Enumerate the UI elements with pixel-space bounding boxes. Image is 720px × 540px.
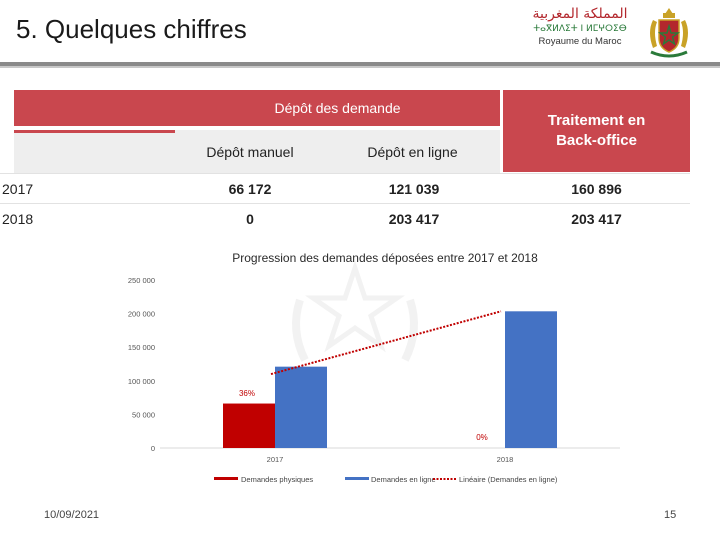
legend-swatch-online [345,477,369,480]
y-tick-label: 50 000 [132,410,155,419]
table-corner-top [14,90,175,126]
col-header-online: Dépôt en ligne [325,130,500,173]
brand-french: Royaume du Maroc [538,36,622,47]
legend-label-trend: Linéaire (Demandes en ligne) [459,475,558,484]
row-2017-backoffice: 160 896 [503,173,690,203]
row-2018-backoffice: 203 417 [503,203,690,233]
coat-of-arms-icon [650,8,688,58]
annotation-36pct: 36% [239,389,255,398]
watermark-emblem-icon [292,260,418,362]
row-2017-year: 2017 [0,173,175,203]
footer-date: 10/09/2021 [44,509,100,521]
row-2018-year: 2018 [0,203,175,233]
legend-label-physical: Demandes physiques [241,475,313,484]
row-2018-manual: 0 [175,203,325,233]
y-tick-label: 150 000 [128,343,155,352]
brand-tifinagh: ⵜⴰⴳⵍⴷⵉⵜ ⵏ ⵍⵎⵖⵔⵉⴱ [533,24,627,34]
legend-swatch-physical [214,477,238,480]
row-2017-manual: 66 172 [175,173,325,203]
col-header-backoffice: Traitement en Back-office [503,90,690,172]
y-tick-label: 0 [151,444,155,453]
title-divider [0,62,720,66]
chart-title: Progression des demandes déposées entre … [232,251,538,265]
y-tick-label: 200 000 [128,310,155,319]
bar-online-2018 [505,311,557,448]
x-tick-label: 2018 [497,455,514,464]
chart-legend: Demandes physiques Demandes en ligne Lin… [214,475,558,484]
footer-page-number: 15 [664,509,677,521]
brand-arabic: المملكة المغربية [532,6,628,22]
col-header-manual: Dépôt manuel [175,130,325,173]
row-2018-online: 203 417 [325,203,503,233]
annotation-0pct: 0% [476,433,488,442]
bar-online-2017 [275,366,327,448]
x-tick-label: 2017 [267,455,284,464]
table-corner-bottom [14,130,175,173]
legend-label-online: Demandes en ligne [371,475,436,484]
brand-block: المملكة المغربية ⵜⴰⴳⵍⴷⵉⵜ ⵏ ⵍⵎⵖⵔⵉⴱ Royaum… [520,6,640,47]
bar-physical-2017 [223,403,275,448]
row-2017-online: 121 039 [325,173,503,203]
group-header-depot: Dépôt des demande [175,90,500,126]
y-tick-label: 250 000 [128,276,155,285]
y-tick-label: 100 000 [128,377,155,386]
title-divider-light [0,66,720,68]
slide-title: 5. Quelques chiffres [16,14,247,44]
trendline-online [270,310,502,376]
